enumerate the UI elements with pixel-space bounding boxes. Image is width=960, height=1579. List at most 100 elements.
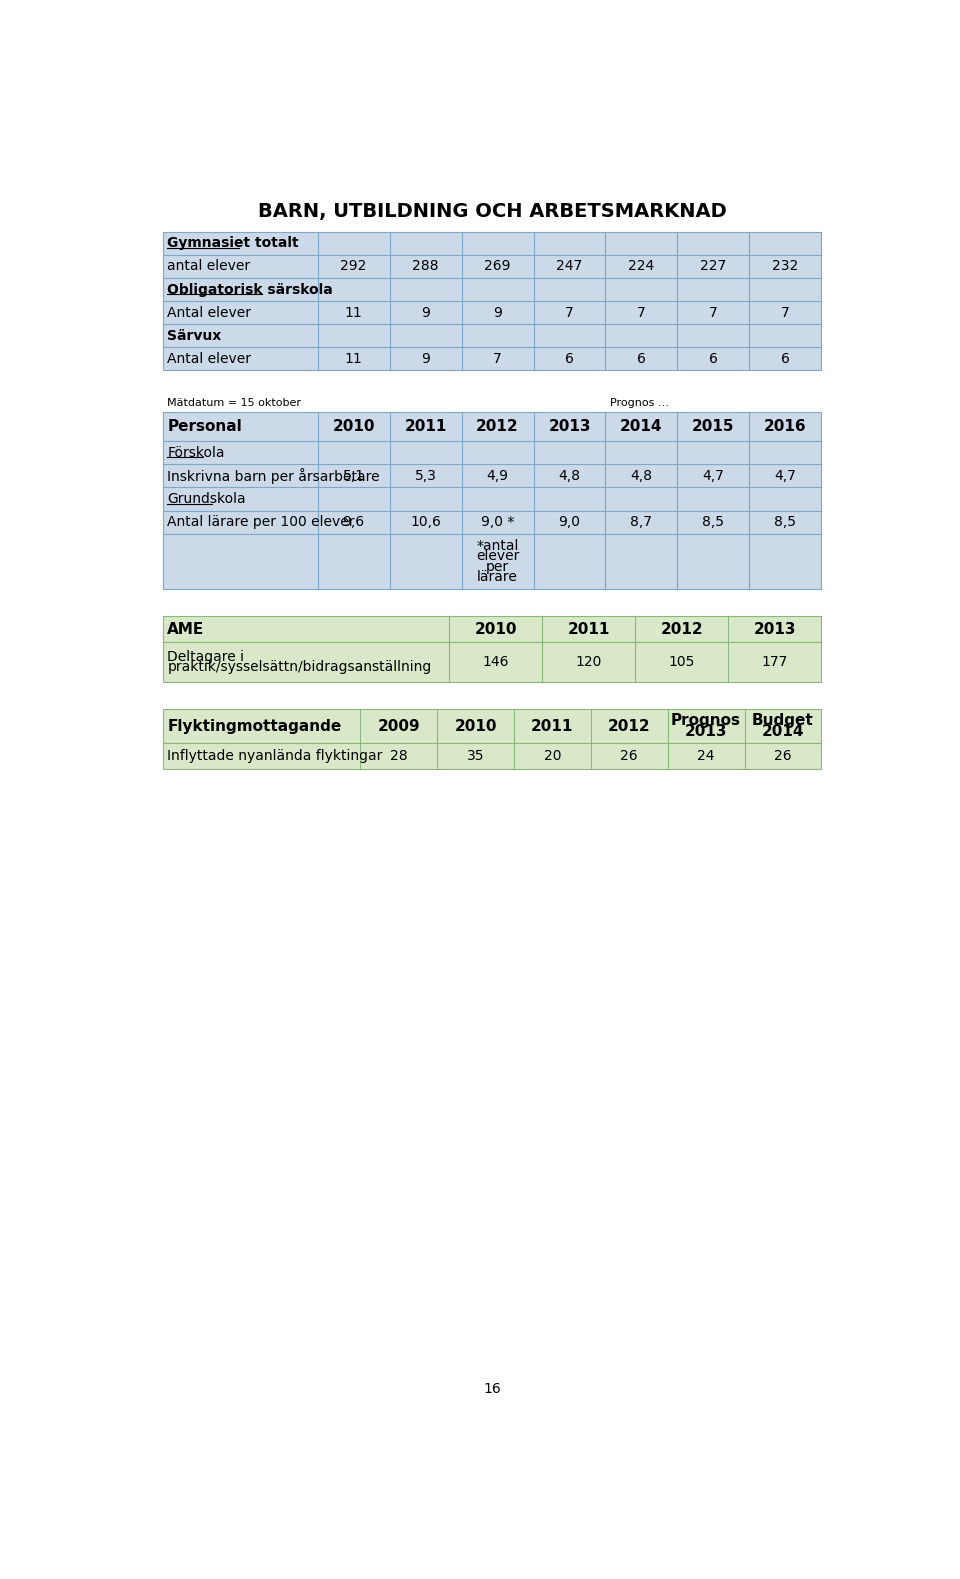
Bar (390, 464, 462, 488)
Bar (390, 278, 462, 302)
Text: 4,7: 4,7 (703, 469, 725, 483)
Text: 9,6: 9,6 (343, 515, 365, 529)
Bar (606, 347, 678, 371)
Bar (162, 534, 318, 589)
Bar (636, 616, 729, 643)
Text: 232: 232 (772, 259, 799, 273)
Bar (462, 347, 534, 371)
Text: 6: 6 (565, 352, 574, 366)
Bar (606, 412, 678, 441)
Text: 2013: 2013 (684, 725, 728, 739)
Bar (534, 324, 606, 347)
Text: 2010: 2010 (474, 622, 517, 636)
Bar (534, 510, 606, 534)
Bar (750, 488, 822, 510)
Bar (390, 232, 462, 254)
Text: 2012: 2012 (660, 622, 703, 636)
Text: 5,1: 5,1 (343, 469, 365, 483)
Bar (590, 744, 667, 769)
Text: 2014: 2014 (761, 725, 804, 739)
Text: 28: 28 (390, 748, 407, 763)
Text: 8,5: 8,5 (703, 515, 725, 529)
Bar (318, 441, 390, 464)
Text: 247: 247 (557, 259, 583, 273)
Bar (162, 643, 449, 682)
Bar (390, 534, 462, 589)
Bar (534, 254, 606, 278)
Bar (534, 412, 606, 441)
Bar (750, 412, 822, 441)
Bar (162, 488, 318, 510)
Bar (678, 510, 750, 534)
Text: 20: 20 (543, 748, 562, 763)
Text: 7: 7 (565, 306, 574, 319)
Bar (678, 488, 750, 510)
Bar (390, 302, 462, 324)
Text: 26: 26 (774, 748, 792, 763)
Text: Inskrivna barn per årsarbetare: Inskrivna barn per årsarbetare (167, 467, 380, 483)
Text: elever: elever (476, 549, 519, 564)
Text: 2013: 2013 (548, 418, 590, 434)
Bar (542, 643, 636, 682)
Bar (606, 278, 678, 302)
Text: 9: 9 (421, 352, 430, 366)
Text: 11: 11 (345, 352, 363, 366)
Bar (162, 709, 360, 744)
Bar (534, 232, 606, 254)
Bar (162, 643, 822, 682)
Text: 6: 6 (781, 352, 790, 366)
Text: 120: 120 (576, 655, 602, 669)
Text: Personal: Personal (167, 418, 242, 434)
Bar (750, 510, 822, 534)
Text: per: per (486, 559, 509, 573)
Bar (667, 744, 745, 769)
Text: 2011: 2011 (567, 622, 610, 636)
Bar (606, 441, 678, 464)
Bar (162, 464, 318, 488)
Bar (162, 441, 822, 589)
Bar (606, 302, 678, 324)
Bar (162, 744, 822, 769)
Text: 7: 7 (781, 306, 790, 319)
Bar (162, 744, 360, 769)
Bar (390, 412, 462, 441)
Bar (606, 534, 678, 589)
Bar (390, 510, 462, 534)
Text: 8,7: 8,7 (631, 515, 653, 529)
Bar (636, 643, 729, 682)
Bar (750, 232, 822, 254)
Text: 2010: 2010 (332, 418, 374, 434)
Bar (678, 232, 750, 254)
Bar (462, 232, 534, 254)
Bar (318, 534, 390, 589)
Bar (318, 232, 390, 254)
Bar (606, 510, 678, 534)
Text: 11: 11 (345, 306, 363, 319)
Text: 269: 269 (484, 259, 511, 273)
Text: 2011: 2011 (404, 418, 446, 434)
Text: 9,0 *: 9,0 * (481, 515, 515, 529)
Text: 4,9: 4,9 (487, 469, 509, 483)
Bar (678, 534, 750, 589)
Bar (162, 232, 318, 254)
Text: 4,8: 4,8 (631, 469, 653, 483)
Text: Flyktingmottagande: Flyktingmottagande (167, 718, 342, 734)
Bar (606, 254, 678, 278)
Text: Inflyttade nyanlända flyktingar: Inflyttade nyanlända flyktingar (167, 748, 383, 763)
Text: 2013: 2013 (754, 622, 796, 636)
Text: 9: 9 (421, 306, 430, 319)
Text: Mätdatum = 15 oktober: Mätdatum = 15 oktober (167, 398, 301, 407)
Text: 105: 105 (669, 655, 695, 669)
Bar (318, 464, 390, 488)
Text: Prognos: Prognos (671, 714, 741, 728)
Bar (745, 709, 822, 744)
Text: 8,5: 8,5 (775, 515, 797, 529)
Bar (606, 232, 678, 254)
Bar (534, 488, 606, 510)
Bar (390, 441, 462, 464)
Bar (750, 278, 822, 302)
Bar (750, 324, 822, 347)
Bar (606, 464, 678, 488)
Bar (590, 709, 667, 744)
Bar (678, 278, 750, 302)
